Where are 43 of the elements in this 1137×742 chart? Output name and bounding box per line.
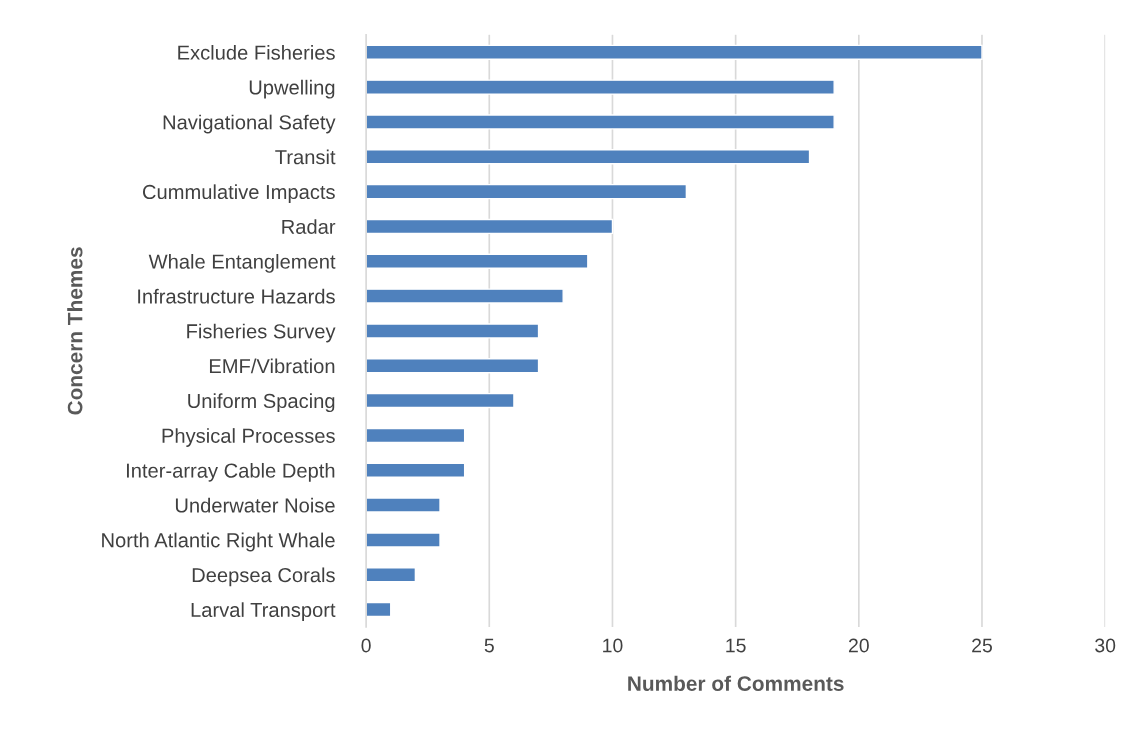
y-tick-label: Infrastructure Hazards [138, 288, 335, 304]
x-tick-label: 10 [603, 638, 623, 653]
bar [366, 79, 835, 95]
y-tick-label: Fisheries Survey [187, 323, 336, 343]
bar [366, 114, 835, 130]
y-axis-title: Concern Themes [67, 247, 83, 415]
bar [366, 497, 441, 513]
y-tick-label: Radar [282, 219, 336, 234]
bar [366, 427, 466, 444]
y-tick-label: Transit [275, 149, 336, 165]
x-tick-label: 15 [726, 638, 746, 653]
bar [366, 183, 688, 200]
x-tick-label: 25 [972, 638, 992, 653]
y-tick-label: Uniform Spacing [188, 393, 335, 413]
x-tick-label: 30 [1095, 638, 1116, 653]
y-tick-label: Cummulative Impacts [142, 184, 335, 204]
x-axis-title: Number of Comments [628, 675, 844, 691]
bar [366, 253, 589, 269]
x-tick-label: 20 [848, 638, 869, 653]
bar [366, 323, 540, 339]
y-tick-label: Physical Processes [162, 428, 335, 447]
y-tick-label: Exclude Fisheries [178, 44, 335, 60]
bar [366, 358, 540, 374]
bar [366, 149, 811, 165]
bar [366, 462, 466, 478]
bar [366, 392, 515, 409]
y-tick-label: Inter-array Cable Depth [127, 462, 335, 482]
bar [366, 218, 614, 235]
y-tick-label: Underwater Noise [175, 497, 335, 513]
y-tick-label: Navigational Safety [163, 114, 336, 134]
bar [366, 567, 417, 583]
y-tick-label: Whale Entanglement [148, 253, 336, 273]
y-tick-label: Deepsea Corals [192, 567, 335, 587]
bar [366, 532, 441, 548]
y-tick-label: EMF/Vibration [209, 358, 335, 374]
bar [366, 44, 983, 60]
x-tick-label: 5 [484, 638, 494, 653]
bar [366, 601, 392, 618]
y-tick-label: Larval Transport [191, 602, 336, 622]
bar [366, 288, 564, 304]
y-tick-label: Upwelling [249, 79, 335, 99]
x-tick-label: 0 [361, 638, 371, 653]
y-tick-label: North Atlantic Right Whale [102, 532, 335, 552]
